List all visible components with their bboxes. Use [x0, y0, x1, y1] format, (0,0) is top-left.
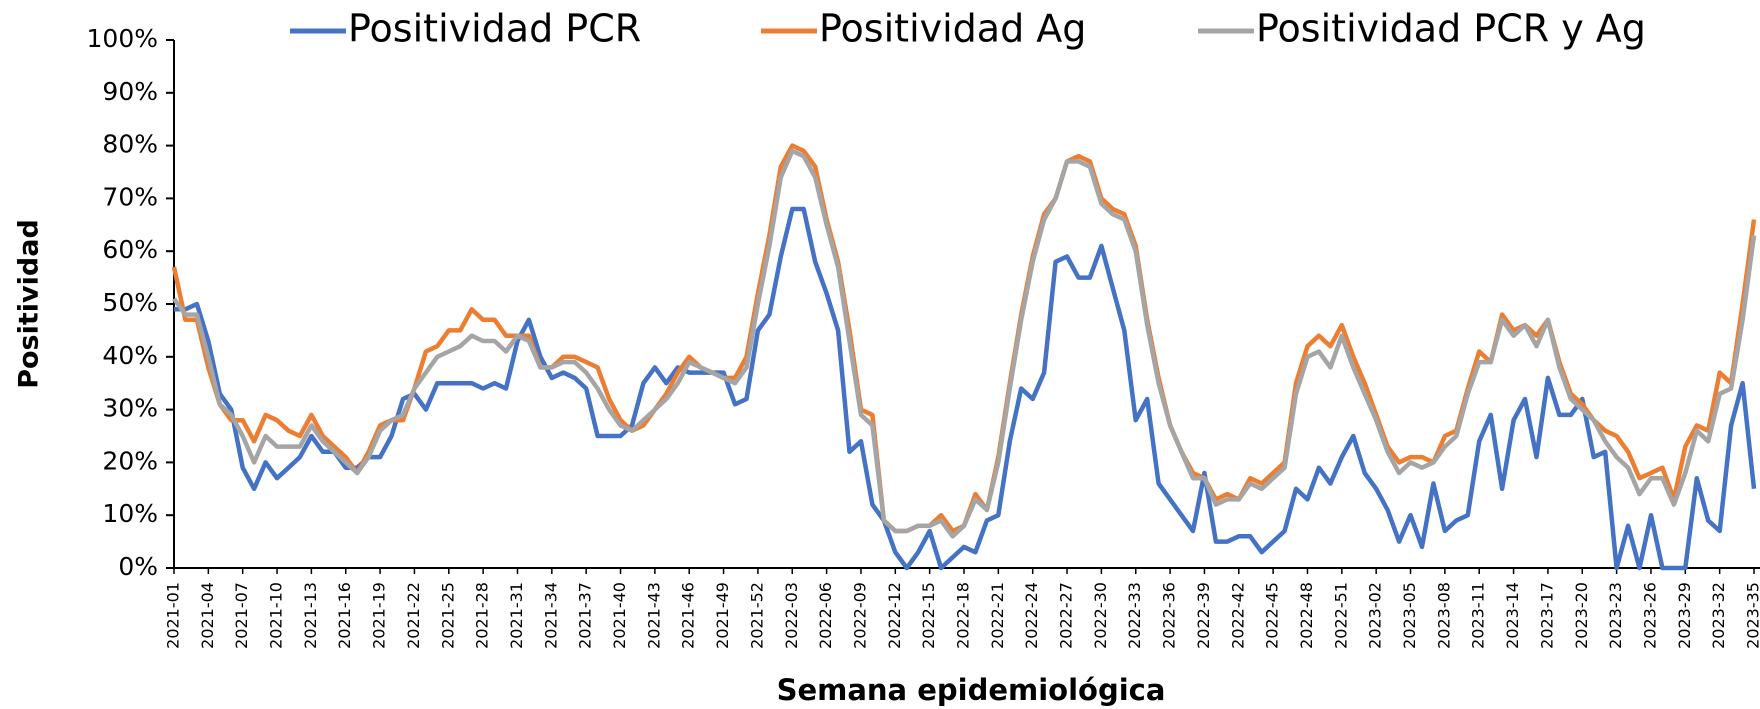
- legend-label: Positividad PCR: [348, 7, 641, 51]
- y-tick-label: 40%: [102, 341, 158, 370]
- x-tick-label: 2022-48: [1297, 582, 1316, 649]
- x-tick-label: 2023-17: [1537, 582, 1556, 649]
- x-tick-label: 2021-16: [335, 582, 354, 649]
- y-tick-label: 90%: [102, 77, 158, 106]
- x-tick-label: 2023-14: [1503, 582, 1522, 649]
- y-tick-label: 70%: [102, 182, 158, 211]
- x-tick-label: 2023-35: [1744, 582, 1760, 649]
- y-tick-label: 10%: [102, 499, 158, 528]
- x-tick-label: 2022-27: [1057, 582, 1076, 649]
- series-line: [172, 148, 1757, 539]
- x-tick-label: 2023-02: [1366, 582, 1385, 649]
- x-tick-label: 2021-43: [644, 582, 663, 649]
- x-tick-label: 2022-15: [919, 582, 938, 649]
- x-tick-label: 2022-06: [816, 582, 835, 649]
- y-tick-label: 50%: [102, 288, 158, 317]
- x-tick-label: 2021-22: [404, 582, 423, 649]
- x-tick-label: 2021-46: [679, 582, 698, 649]
- x-tick-label: 2021-10: [267, 582, 286, 649]
- x-tick-label: 2022-09: [850, 582, 869, 649]
- x-tick-label: 2021-52: [747, 582, 766, 649]
- y-tick-label: 20%: [102, 446, 158, 475]
- x-tick-label: 2021-01: [164, 582, 183, 649]
- x-tick-label: 2022-24: [1022, 582, 1041, 649]
- x-tick-label: 2022-51: [1331, 582, 1350, 649]
- x-tick-label: 2022-42: [1228, 582, 1247, 649]
- x-tick-label: 2021-19: [370, 582, 389, 649]
- x-tick-label: 2023-23: [1606, 582, 1625, 649]
- legend-label: Positividad PCR y Ag: [1256, 7, 1646, 51]
- x-tick-label: 2022-12: [885, 582, 904, 649]
- x-tick-label: 2022-30: [1091, 582, 1110, 649]
- x-tick-label: 2023-11: [1469, 582, 1488, 649]
- x-tick-label: 2023-08: [1434, 582, 1453, 649]
- x-tick-label: 2023-32: [1709, 582, 1728, 649]
- x-tick-label: 2021-28: [473, 582, 492, 649]
- x-tick-label: 2023-26: [1640, 582, 1659, 649]
- x-tick-label: 2021-34: [541, 582, 560, 649]
- y-tick-label: 0%: [118, 552, 158, 581]
- x-tick-label: 2023-20: [1572, 582, 1591, 649]
- series-line: [171, 143, 1757, 534]
- x-tick-label: 2021-25: [438, 582, 457, 649]
- x-tick-label: 2022-18: [954, 582, 973, 649]
- x-tick-label: 2021-37: [576, 582, 595, 649]
- x-tick-label: 2021-40: [610, 582, 629, 649]
- y-tick-label: 60%: [102, 235, 158, 264]
- x-tick-label: 2021-31: [507, 582, 526, 649]
- y-tick-label: 100%: [87, 24, 158, 53]
- x-tick-label: 2021-04: [198, 582, 217, 649]
- x-tick-label: 2022-03: [782, 582, 801, 649]
- y-tick-label: 30%: [102, 394, 158, 423]
- x-tick-label: 2022-39: [1194, 582, 1213, 649]
- x-tick-label: 2023-29: [1675, 582, 1694, 649]
- x-tick-label: 2022-21: [988, 582, 1007, 649]
- x-tick-label: 2021-49: [713, 582, 732, 649]
- x-tick-label: 2021-13: [301, 582, 320, 649]
- x-tick-label: 2023-05: [1400, 582, 1419, 649]
- x-axis-label: Semana epidemiológica: [777, 673, 1166, 707]
- y-axis-label: Positividad: [14, 219, 45, 389]
- y-tick-label: 80%: [102, 130, 158, 159]
- x-tick-label: 2022-36: [1160, 582, 1179, 649]
- series-line: [174, 206, 1757, 571]
- x-tick-label: 2021-07: [232, 582, 251, 649]
- x-tick-label: 2022-33: [1125, 582, 1144, 649]
- x-tick-label: 2022-45: [1263, 582, 1282, 649]
- legend-label: Positividad Ag: [819, 7, 1086, 51]
